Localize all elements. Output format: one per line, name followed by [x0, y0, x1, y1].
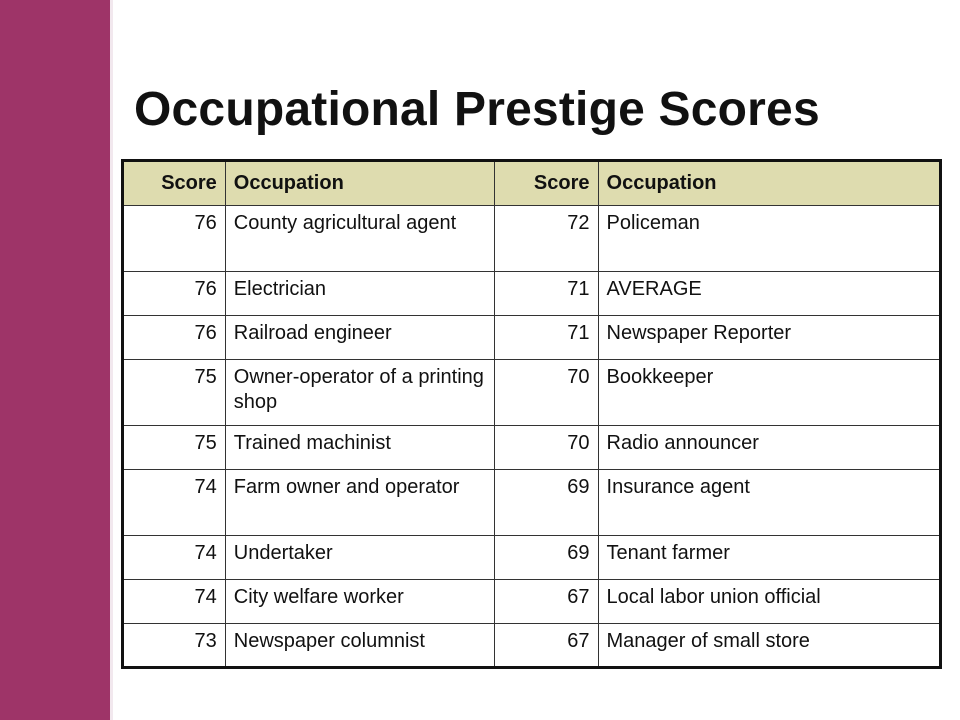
score-cell: 67: [493, 623, 599, 668]
score-cell: 69: [493, 535, 599, 580]
occupation-cell: Radio announcer: [597, 425, 942, 470]
prestige-table: Score Occupation Score Occupation 76 Cou…: [121, 159, 942, 669]
score-cell: 76: [122, 315, 226, 360]
occupation-cell: Undertaker: [224, 535, 495, 580]
score-cell: 74: [122, 535, 226, 580]
side-accent-edge: [110, 0, 113, 720]
table-header-row: Score Occupation Score Occupation: [122, 160, 942, 206]
score-cell: 76: [122, 271, 226, 316]
table-row: 74 Undertaker 69 Tenant farmer: [122, 535, 942, 580]
occupation-cell: Policeman: [597, 205, 942, 272]
score-cell: 69: [493, 469, 599, 536]
score-cell: 73: [122, 623, 226, 668]
table-row: 74 Farm owner and operator 69 Insurance …: [122, 469, 942, 536]
score-cell: 74: [122, 579, 226, 624]
occupation-cell: County agricultural agent: [224, 205, 495, 272]
score-cell: 71: [493, 315, 599, 360]
header-occupation-left: Occupation: [224, 160, 495, 206]
occupation-cell: Electrician: [224, 271, 495, 316]
occupation-cell: Insurance agent: [597, 469, 942, 536]
score-cell: 75: [122, 425, 226, 470]
occupation-cell: Newspaper columnist: [224, 623, 495, 668]
header-score-right: Score: [493, 160, 599, 206]
header-occupation-right: Occupation: [597, 160, 942, 206]
occupation-cell: Newspaper Reporter: [597, 315, 942, 360]
occupation-cell: Bookkeeper: [597, 359, 942, 426]
page-title: Occupational Prestige Scores: [134, 83, 820, 136]
table-row: 76 Electrician 71 AVERAGE: [122, 271, 942, 316]
score-cell: 76: [122, 205, 226, 272]
occupation-cell: Trained machinist: [224, 425, 495, 470]
header-score-left: Score: [122, 160, 226, 206]
table-row: 74 City welfare worker 67 Local labor un…: [122, 579, 942, 624]
score-cell: 71: [493, 271, 599, 316]
table-row: 75 Trained machinist 70 Radio announcer: [122, 425, 942, 470]
table-row: 76 County agricultural agent 72 Policema…: [122, 205, 942, 272]
occupation-cell: AVERAGE: [597, 271, 942, 316]
occupation-cell: Manager of small store: [597, 623, 942, 668]
table-row: 73 Newspaper columnist 67 Manager of sma…: [122, 623, 942, 668]
score-cell: 74: [122, 469, 226, 536]
score-cell: 72: [493, 205, 599, 272]
occupation-cell: Owner-operator of a printing shop: [224, 359, 495, 426]
score-cell: 75: [122, 359, 226, 426]
score-cell: 70: [493, 425, 599, 470]
occupation-cell: Railroad engineer: [224, 315, 495, 360]
occupation-cell: Tenant farmer: [597, 535, 942, 580]
occupation-cell: Farm owner and operator: [224, 469, 495, 536]
score-cell: 67: [493, 579, 599, 624]
table-row: 76 Railroad engineer 71 Newspaper Report…: [122, 315, 942, 360]
occupation-cell: Local labor union official: [597, 579, 942, 624]
score-cell: 70: [493, 359, 599, 426]
side-accent-bar: [0, 0, 110, 720]
occupation-cell: City welfare worker: [224, 579, 495, 624]
table-row: 75 Owner-operator of a printing shop 70 …: [122, 359, 942, 426]
